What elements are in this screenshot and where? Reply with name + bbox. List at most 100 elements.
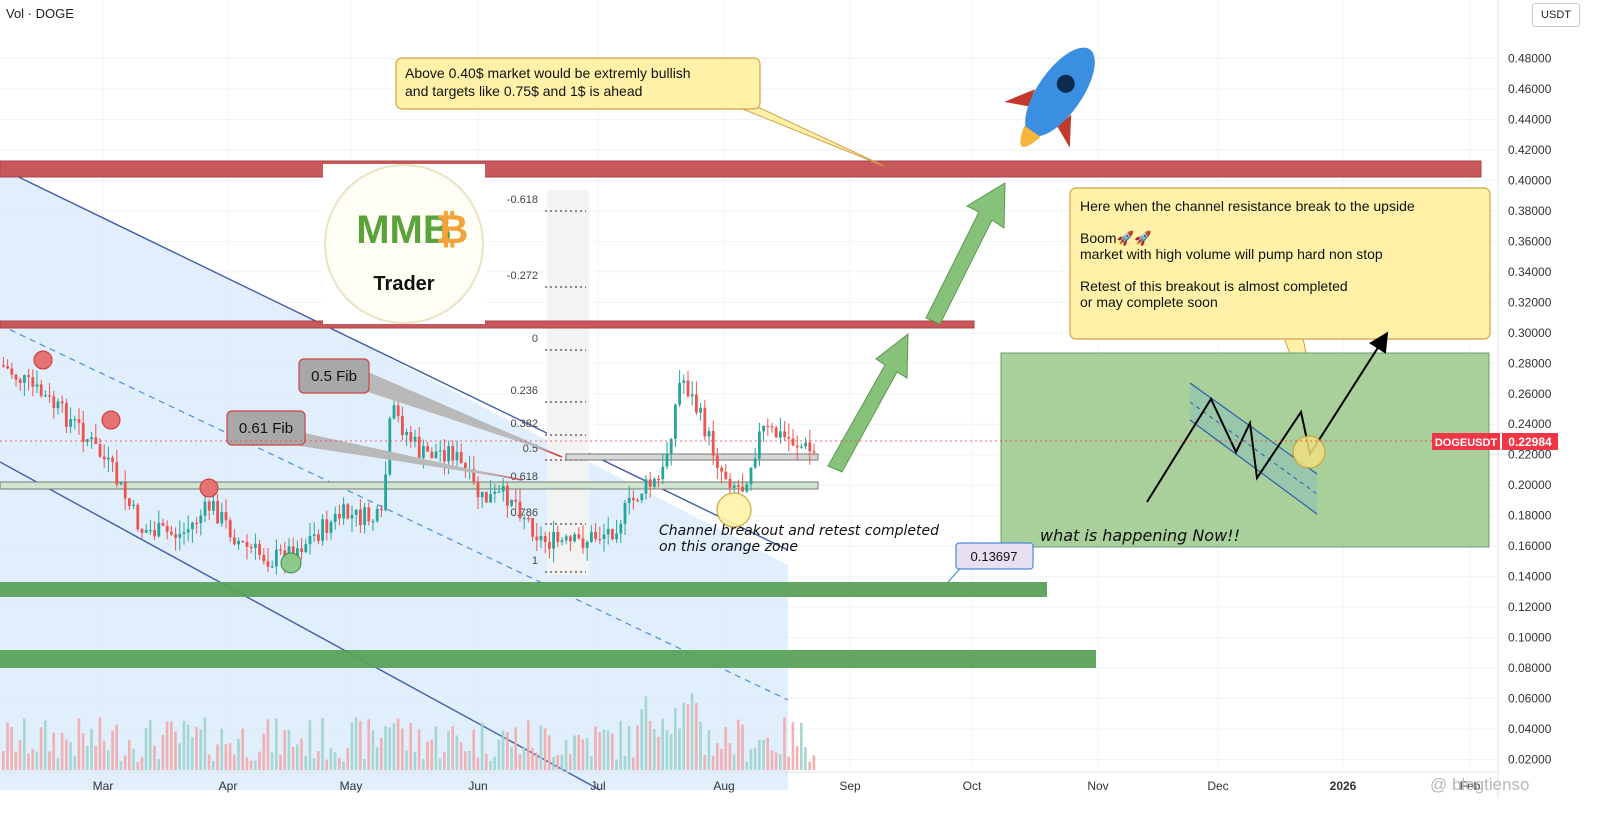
time-tick: Apr xyxy=(219,779,238,793)
volume-bar xyxy=(203,717,207,770)
volume-bar xyxy=(430,739,433,770)
candle-body xyxy=(363,507,366,526)
right-callout-line: market with high volume will pump hard n… xyxy=(1080,246,1383,262)
volume-bar xyxy=(149,720,152,770)
price-tick: 0.04000 xyxy=(1508,722,1552,736)
candle-body xyxy=(2,365,5,367)
candle-body xyxy=(140,529,144,533)
candle-body xyxy=(174,534,177,538)
volume-bar xyxy=(598,732,601,770)
volume-bar xyxy=(611,733,614,770)
candle-body xyxy=(258,543,261,555)
volume-bar xyxy=(195,726,198,770)
volume-bar xyxy=(60,732,64,770)
volume-bar xyxy=(724,726,727,770)
volume-bar xyxy=(6,722,9,770)
candle-body xyxy=(606,528,610,535)
volume-bar xyxy=(787,756,790,770)
volume-bar xyxy=(543,728,547,770)
volume-bar xyxy=(2,751,5,770)
candle-body xyxy=(44,395,47,397)
candle-body xyxy=(199,515,203,524)
volume-bar xyxy=(564,740,568,770)
volume-bar xyxy=(342,761,345,770)
volume-bar xyxy=(707,730,711,770)
candle-body xyxy=(182,532,186,534)
volume-bar xyxy=(279,754,282,770)
candle-body xyxy=(737,485,740,487)
candle-body xyxy=(136,504,140,530)
currency-button[interactable]: USDT xyxy=(1532,3,1580,27)
candle-body xyxy=(476,481,480,498)
price-axis[interactable]: 0.48000 0.46000 0.44000 0.42000 0.40000 0.380… xyxy=(1497,0,1552,798)
volume-bar xyxy=(623,755,627,770)
candle-body xyxy=(304,544,308,553)
volume-bar xyxy=(270,752,274,770)
volume-bar xyxy=(249,760,253,770)
volume-bar xyxy=(405,750,408,770)
volume-bar xyxy=(527,720,530,770)
volume-bar xyxy=(749,748,753,770)
candle-body xyxy=(573,534,576,542)
volume-bar xyxy=(207,754,211,770)
volume-bar xyxy=(556,755,559,770)
candle-body xyxy=(52,396,56,409)
volume-bar xyxy=(636,725,639,770)
candle-body xyxy=(774,427,778,438)
volume-bar xyxy=(699,721,702,770)
candle-body xyxy=(300,548,303,553)
candle-body xyxy=(312,534,316,536)
channel-mid-line xyxy=(0,324,789,701)
volume-bar xyxy=(732,754,736,770)
candle-body xyxy=(128,498,131,506)
candle-body xyxy=(354,509,358,515)
volume-bar xyxy=(296,744,299,770)
volume-bar xyxy=(371,730,375,770)
volume-bar xyxy=(107,750,110,770)
candle-body xyxy=(682,380,686,383)
volume-bar xyxy=(199,729,202,770)
candle-body xyxy=(77,419,81,423)
candle-body xyxy=(60,401,64,404)
price-tick: 0.24000 xyxy=(1508,417,1552,431)
retest-marker xyxy=(1292,435,1326,469)
resistance-zone-030 xyxy=(0,320,975,329)
breakout-note-line1: Channel breakout and retest completed xyxy=(659,523,939,539)
candle-body xyxy=(648,479,652,487)
fib-level-label: 0.786 xyxy=(510,507,538,519)
volume-bar xyxy=(522,746,526,770)
candle-body xyxy=(459,452,463,463)
volume-bar xyxy=(758,740,761,770)
candle-body xyxy=(186,529,190,533)
candle-body xyxy=(191,522,194,530)
candle-body xyxy=(81,422,85,442)
candle-body xyxy=(325,519,329,533)
candle-body xyxy=(212,501,215,511)
candle-body xyxy=(405,432,408,436)
volume-bar xyxy=(443,751,446,770)
time-tick: May xyxy=(340,779,363,793)
candle-body xyxy=(489,493,492,503)
candle-body xyxy=(228,520,232,538)
volume-bar xyxy=(27,753,30,770)
volume-bar xyxy=(438,758,442,770)
candle-body xyxy=(165,525,169,532)
candle-body xyxy=(535,536,539,541)
fib-05-pointer-body xyxy=(368,372,560,455)
time-axis[interactable]: Mar Apr May Jun Jul Aug Sep Oct Nov Dec 2026 Feb xyxy=(0,771,1498,793)
candle-body xyxy=(497,491,501,493)
volume-bar xyxy=(485,753,488,770)
volume-bar xyxy=(674,708,677,770)
candle-body xyxy=(770,426,774,428)
volume-bar xyxy=(661,718,664,770)
candle-body xyxy=(27,375,30,378)
volume-bar xyxy=(737,719,740,770)
candle-body xyxy=(203,501,207,516)
candle-body xyxy=(111,457,114,462)
candle-body xyxy=(237,540,240,545)
volume-bar xyxy=(468,750,471,770)
candle-body xyxy=(178,533,182,538)
candle-body xyxy=(501,486,505,492)
top-callout-line1: Above 0.40$ market would be extremly bul… xyxy=(405,65,691,81)
